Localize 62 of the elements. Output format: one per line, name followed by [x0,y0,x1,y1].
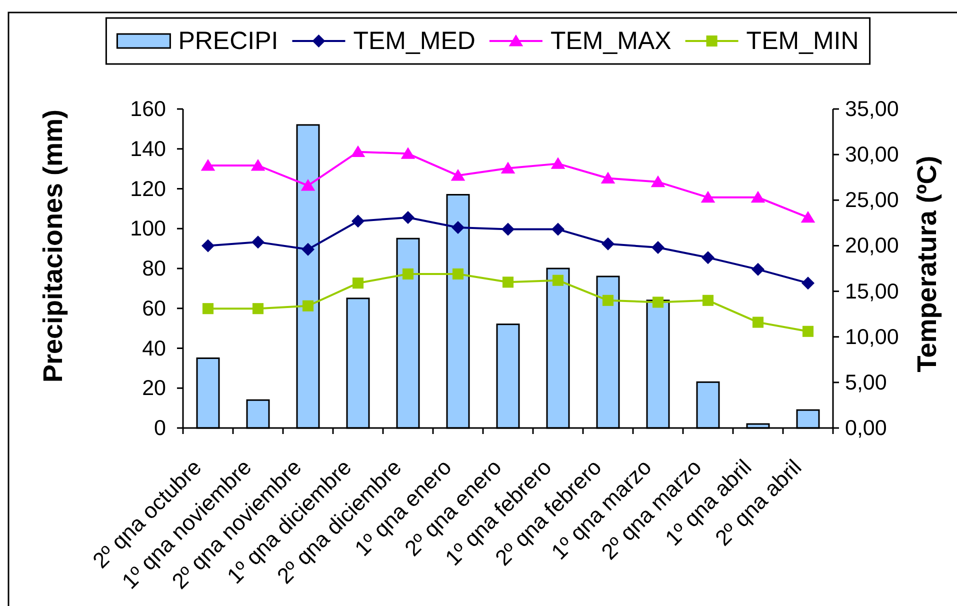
point [302,300,314,312]
point [252,303,264,314]
y-tick-label: 160 [130,97,166,121]
point [652,296,664,308]
y-tick-label: 60 [142,296,166,320]
point [602,294,614,306]
point [500,162,516,174]
point [300,179,316,191]
point [450,169,466,181]
legend-label: TEM_MAX [550,27,672,55]
point [650,175,666,188]
y2-tick-label: 20,00 [845,234,899,258]
y2-tick-label: 25,00 [845,188,899,212]
point [702,294,714,306]
point [750,190,766,203]
y2-tick-label: 30,00 [845,142,899,167]
y2-tick-label: 10,00 [845,324,899,349]
point [602,237,614,250]
point [400,147,416,159]
point [700,190,716,203]
point [202,303,214,314]
point [452,220,464,234]
point [552,222,564,236]
point [402,210,414,224]
point [752,262,764,276]
legend-label: PRECIPI [178,27,278,55]
y2-tick-label: 0,00 [845,416,887,440]
point [802,326,814,337]
point [350,145,366,158]
y2-tick-label: 35,00 [845,97,899,121]
y-tick-label: 40 [142,336,166,360]
point [252,236,264,249]
y2-axis-title: Temperatura (ºC) [912,156,942,372]
y-tick-label: 120 [130,176,166,201]
legend-label: TEM_MED [353,27,476,55]
y2-tick-label: 15,00 [845,279,899,304]
y-tick-label: 20 [142,376,166,400]
point [352,214,364,228]
point [600,172,616,184]
point [800,210,816,223]
point [502,222,514,236]
y2-tick-label: 5,00 [845,370,887,394]
point [652,241,664,254]
point [702,251,714,264]
point [802,276,814,290]
point [250,159,266,171]
point [352,278,364,289]
y-tick-label: 100 [130,216,166,241]
point [752,316,764,328]
point [452,268,464,280]
y-axis-title: Precipitaciones (mm) [38,109,68,383]
point [502,276,514,288]
point [202,239,214,252]
point [402,268,414,280]
point [200,159,216,171]
y-tick-label: 80 [142,256,166,280]
point [552,274,564,286]
point [302,242,314,256]
y-tick-label: 140 [130,136,166,161]
y-tick-label: 0 [154,416,166,440]
legend-label: TEM_MIN [746,27,859,55]
point [550,157,566,169]
